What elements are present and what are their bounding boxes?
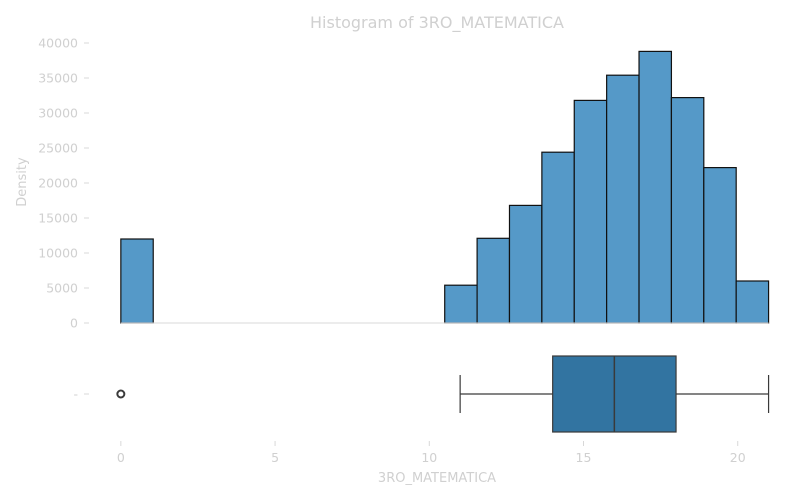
y-tick-label: 20000	[38, 176, 78, 191]
boxplot-outlier	[116, 389, 126, 399]
histogram-bar	[573, 99, 608, 324]
boxplot-y-axis: -	[73, 387, 89, 402]
histogram-bar	[444, 284, 478, 324]
histogram-bar	[606, 74, 640, 324]
x-axis-label: 3RO_MATEMATICA	[378, 471, 496, 486]
x-axis-ticks: 0 5 10 15 20	[117, 441, 746, 465]
histogram-bar	[735, 280, 770, 324]
x-tick-label: 15	[576, 450, 592, 465]
y-tick-label: 40000	[38, 36, 78, 51]
x-tick-label: 20	[730, 450, 746, 465]
histogram-bar	[476, 237, 511, 324]
histogram-bar	[670, 96, 705, 324]
y-tick-label: 25000	[38, 141, 78, 156]
histogram-bar	[703, 167, 737, 324]
chart-title: Histogram of 3RO_MATEMATICA	[310, 13, 564, 33]
boxplot	[116, 355, 770, 433]
x-tick-label: 5	[271, 450, 279, 465]
y-tick-label: 5000	[46, 281, 78, 296]
histogram-bars	[120, 50, 770, 324]
histogram-bar	[508, 204, 543, 324]
histogram-bar	[638, 50, 673, 324]
y-tick-label: 10000	[38, 246, 78, 261]
y-tick-label: 15000	[38, 211, 78, 226]
y-tick-label: 30000	[38, 106, 78, 121]
x-tick-label: 10	[421, 450, 437, 465]
histogram-bar	[120, 238, 154, 324]
y-axis-label: Density	[15, 157, 30, 207]
boxplot-y-tick-label: -	[73, 387, 78, 402]
y-tick-label: 0	[70, 316, 78, 331]
y-tick-label: 35000	[38, 71, 78, 86]
histogram-bar	[541, 151, 575, 324]
x-tick-label: 0	[117, 450, 125, 465]
histogram-y-axis: 0 5000 10000 15000 20000 25000 30000 35000 40000	[38, 36, 89, 331]
